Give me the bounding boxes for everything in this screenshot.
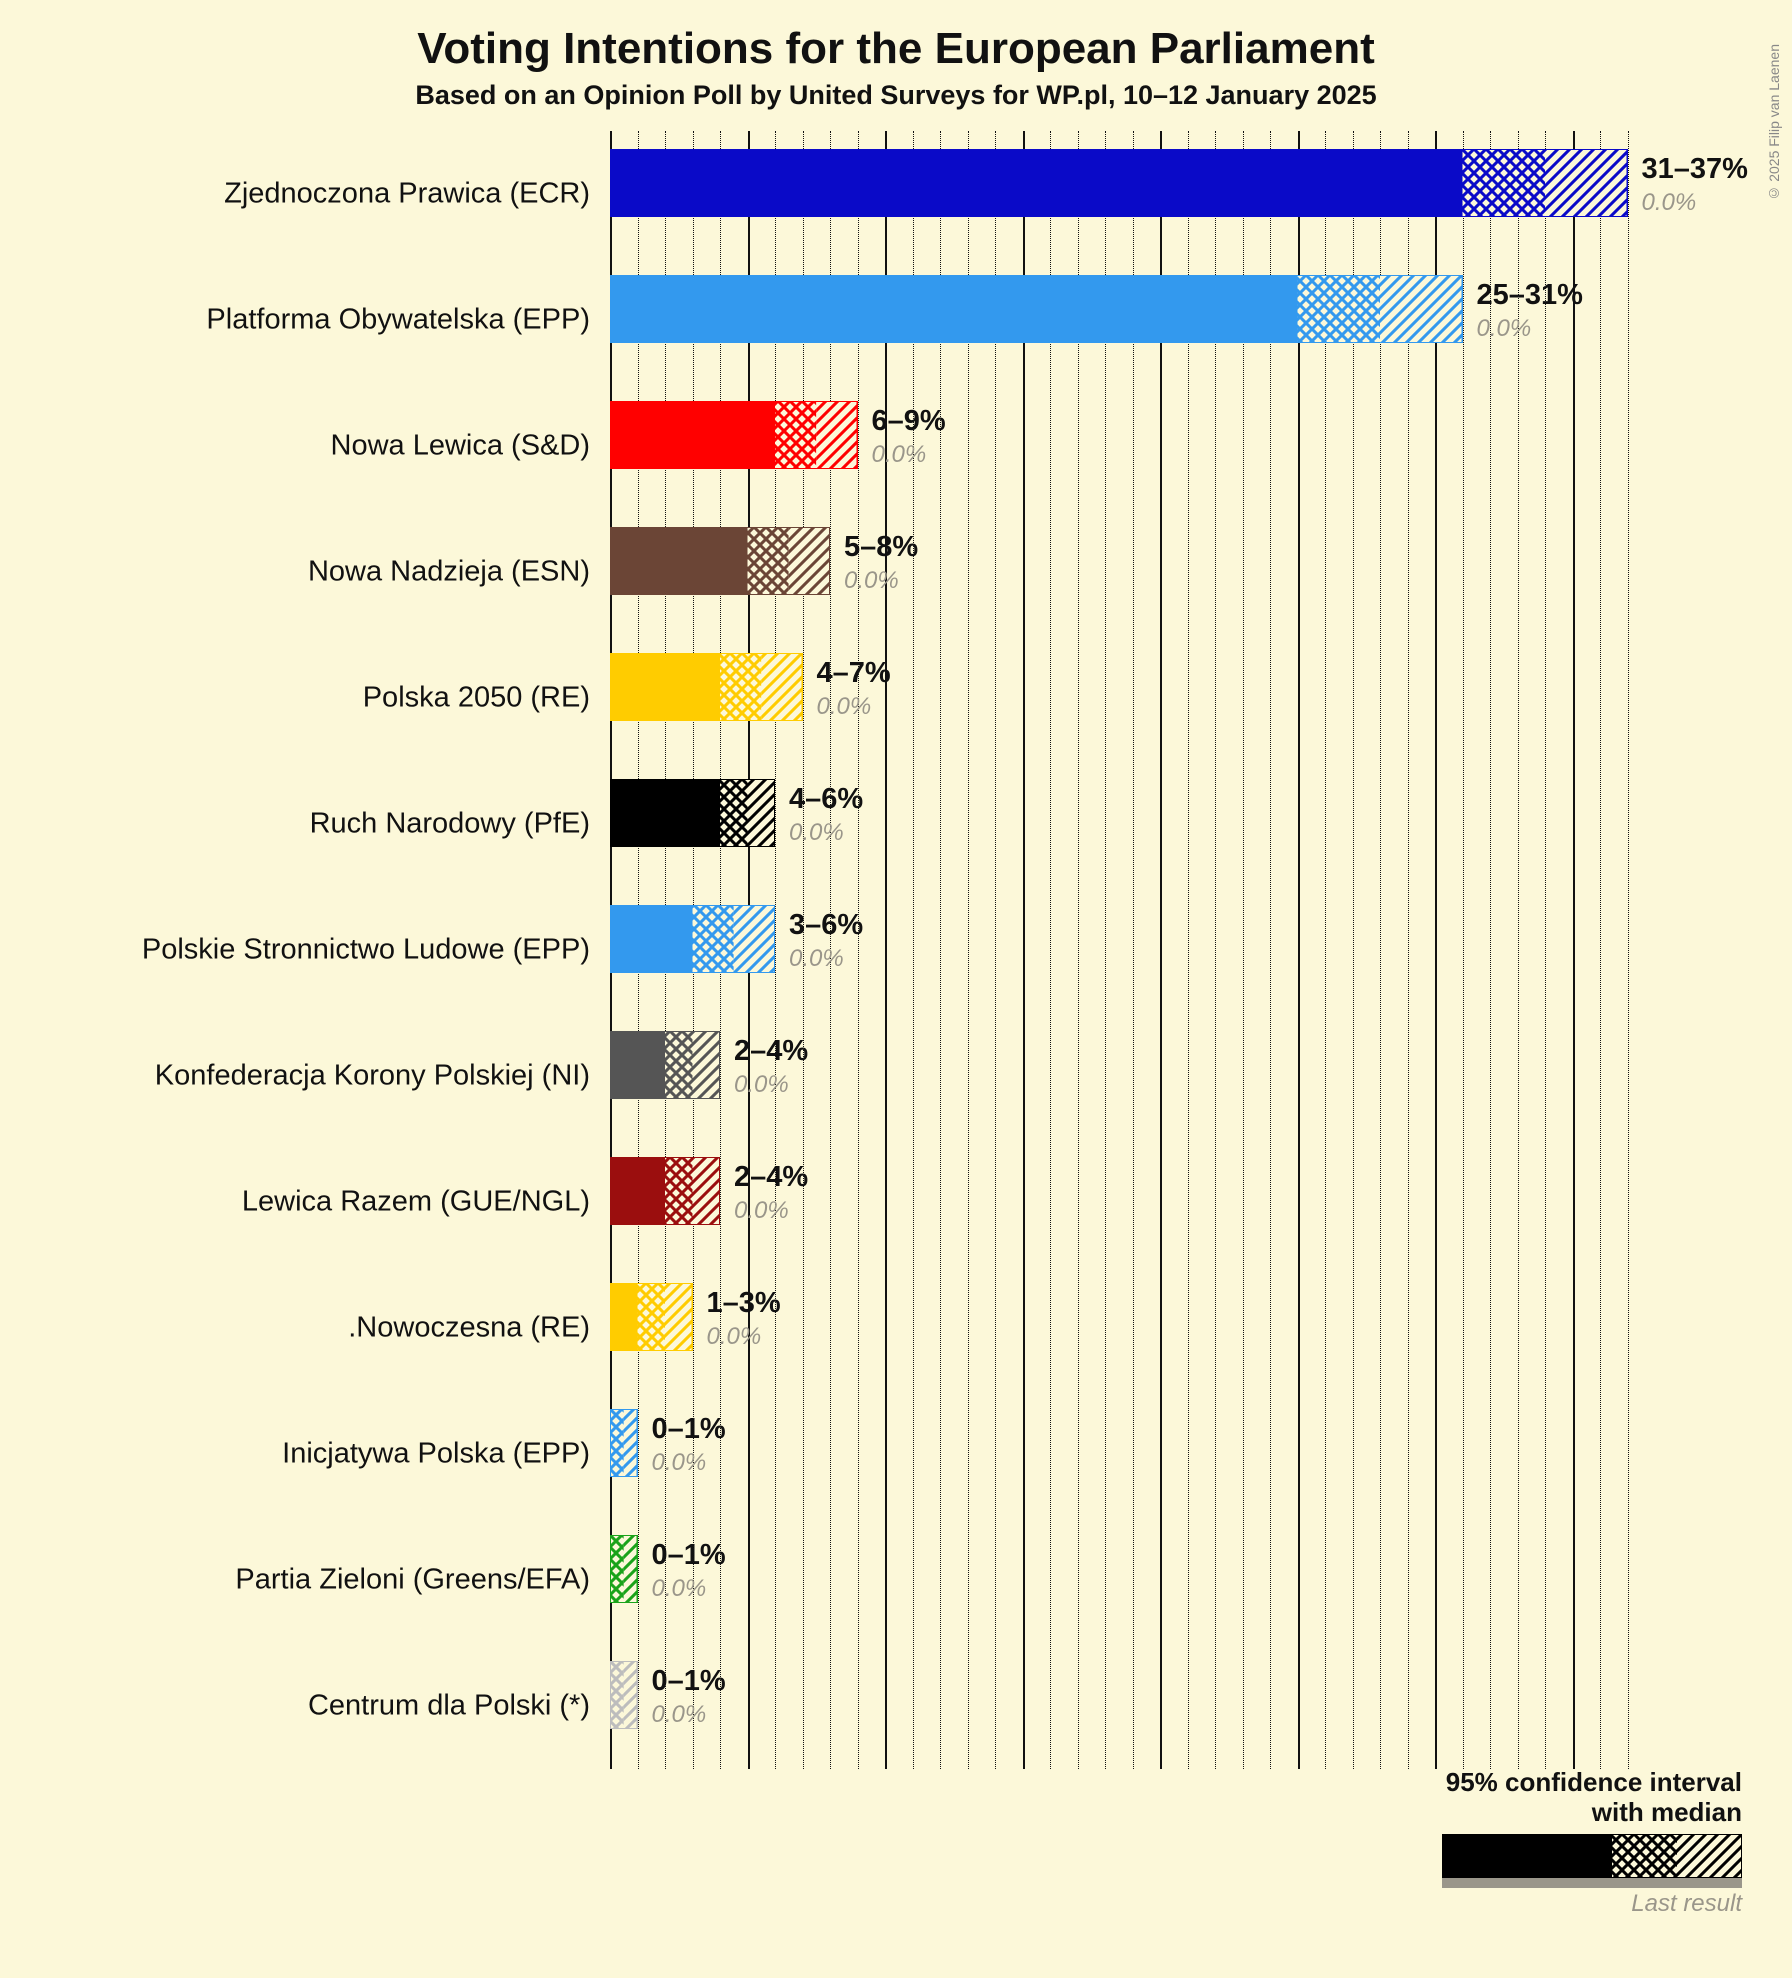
bar-area: 3–6% 0.0%: [610, 905, 1710, 973]
last-result-label: 0.0%: [1642, 189, 1697, 217]
last-result-label: 0.0%: [707, 1323, 762, 1351]
party-label: .Nowoczesna (RE): [348, 1312, 590, 1345]
legend-bar: [1442, 1834, 1742, 1878]
party-row: Polska 2050 (RE) 4–7% 0.0%: [60, 635, 1732, 761]
party-row: Ruch Narodowy (PfE) 4–6% 0.0%: [60, 761, 1732, 887]
legend: 95% confidence interval with median Last…: [1442, 1768, 1742, 1918]
party-row: Lewica Razem (GUE/NGL) 2–4% 0.0%: [60, 1139, 1732, 1265]
last-result-label: 0.0%: [1477, 315, 1532, 343]
last-result-label: 0.0%: [872, 441, 927, 469]
last-result-label: 0.0%: [652, 1575, 707, 1603]
last-result-label: 0.0%: [844, 567, 899, 595]
bar-area: 25–31% 0.0%: [610, 275, 1710, 343]
party-label: Platforma Obywatelska (EPP): [206, 304, 590, 337]
value-label: 5–8%: [844, 531, 918, 564]
party-row: Platforma Obywatelska (EPP) 25–31% 0.0%: [60, 257, 1732, 383]
party-row: Nowa Nadzieja (ESN) 5–8% 0.0%: [60, 509, 1732, 635]
value-label: 1–3%: [707, 1287, 781, 1320]
bar-area: 0–1% 0.0%: [610, 1409, 1710, 1477]
value-label: 0–1%: [652, 1539, 726, 1572]
last-result-label: 0.0%: [789, 945, 844, 973]
last-result-label: 0.0%: [652, 1701, 707, 1729]
bar-area: 4–7% 0.0%: [610, 653, 1710, 721]
value-label: 6–9%: [872, 405, 946, 438]
bar-area: 6–9% 0.0%: [610, 401, 1710, 469]
legend-title: 95% confidence interval with median: [1442, 1768, 1742, 1828]
party-label: Inicjatywa Polska (EPP): [282, 1438, 590, 1471]
bar-area: 1–3% 0.0%: [610, 1283, 1710, 1351]
value-label: 0–1%: [652, 1413, 726, 1446]
legend-last-bar: [1442, 1878, 1742, 1888]
value-label: 3–6%: [789, 909, 863, 942]
party-label: Ruch Narodowy (PfE): [310, 808, 590, 841]
party-row: Polskie Stronnictwo Ludowe (EPP) 3–6% 0.0…: [60, 887, 1732, 1013]
value-label: 31–37%: [1642, 153, 1748, 186]
copyright: © 2025 Filip van Laenen: [1766, 44, 1782, 202]
bar-area: 0–1% 0.0%: [610, 1661, 1710, 1729]
party-row: Nowa Lewica (S&D) 6–9% 0.0%: [60, 383, 1732, 509]
bar-area: 5–8% 0.0%: [610, 527, 1710, 595]
party-row: .Nowoczesna (RE) 1–3% 0.0%: [60, 1265, 1732, 1391]
bar-area: 4–6% 0.0%: [610, 779, 1710, 847]
chart-subtitle: Based on an Opinion Poll by United Surve…: [0, 80, 1792, 111]
party-label: Zjednoczona Prawica (ECR): [224, 178, 590, 211]
value-label: 4–6%: [789, 783, 863, 816]
party-label: Polskie Stronnictwo Ludowe (EPP): [142, 934, 590, 967]
chart-area: Zjednoczona Prawica (ECR) 31–37%0.0%Plat…: [60, 131, 1732, 1769]
last-result-label: 0.0%: [817, 693, 872, 721]
party-label: Polska 2050 (RE): [363, 682, 590, 715]
last-result-label: 0.0%: [652, 1449, 707, 1477]
party-label: Partia Zieloni (Greens/EFA): [235, 1564, 590, 1597]
party-label: Nowa Lewica (S&D): [331, 430, 590, 463]
bar-area: 2–4% 0.0%: [610, 1157, 1710, 1225]
party-label: Nowa Nadzieja (ESN): [308, 556, 590, 589]
value-label: 4–7%: [817, 657, 891, 690]
party-row: Konfederacja Korony Polskiej (NI) 2–4% 0.…: [60, 1013, 1732, 1139]
value-label: 25–31%: [1477, 279, 1583, 312]
party-label: Centrum dla Polski (*): [308, 1690, 590, 1723]
party-row: Partia Zieloni (Greens/EFA) 0–1% 0.0%: [60, 1517, 1732, 1643]
bar-area: 31–37%0.0%: [610, 149, 1710, 217]
bar-area: 2–4% 0.0%: [610, 1031, 1710, 1099]
value-label: 0–1%: [652, 1665, 726, 1698]
value-label: 2–4%: [734, 1035, 808, 1068]
party-row: Centrum dla Polski (*) 0–1% 0.0%: [60, 1643, 1732, 1769]
party-label: Lewica Razem (GUE/NGL): [242, 1186, 590, 1219]
party-row: Inicjatywa Polska (EPP) 0–1% 0.0%: [60, 1391, 1732, 1517]
last-result-label: 0.0%: [789, 819, 844, 847]
bar-area: 0–1% 0.0%: [610, 1535, 1710, 1603]
value-label: 2–4%: [734, 1161, 808, 1194]
party-label: Konfederacja Korony Polskiej (NI): [155, 1060, 590, 1093]
chart-title: Voting Intentions for the European Parli…: [0, 24, 1792, 74]
last-result-label: 0.0%: [734, 1071, 789, 1099]
party-row: Zjednoczona Prawica (ECR) 31–37%0.0%: [60, 131, 1732, 257]
legend-last-label: Last result: [1442, 1890, 1742, 1918]
last-result-label: 0.0%: [734, 1197, 789, 1225]
